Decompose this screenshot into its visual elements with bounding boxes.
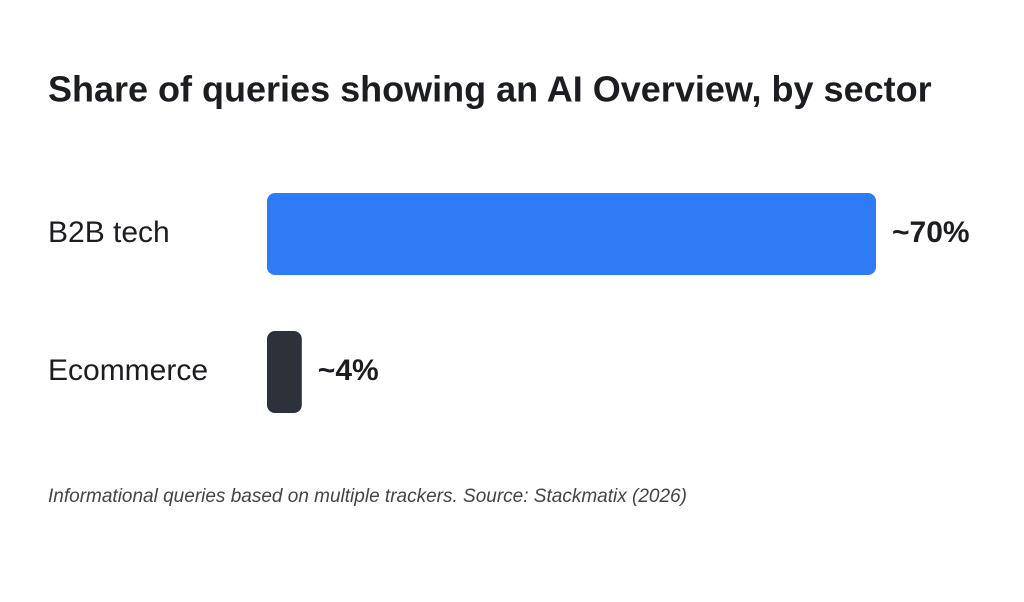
source-note: Informational queries based on multiple … [48,486,687,507]
value-label: ~4% [318,354,379,387]
category-label: B2B tech [48,216,170,249]
chart-title: Share of queries showing an AI Overview,… [48,69,932,110]
category-label: Ecommerce [48,354,208,387]
bar [267,331,302,413]
bar [267,193,876,275]
value-label: ~70% [892,216,970,249]
